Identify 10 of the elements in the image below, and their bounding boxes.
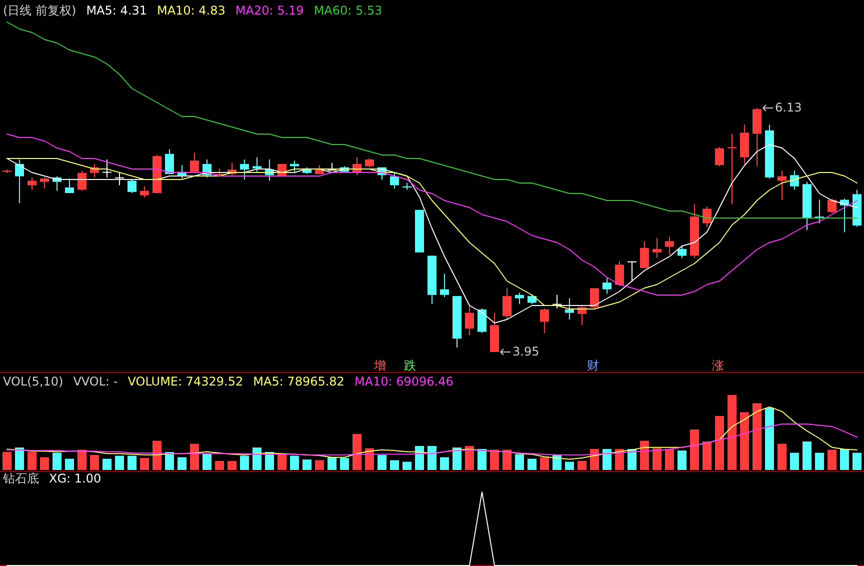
annotation: 增	[374, 358, 386, 372]
title: VOL(5,10)	[3, 374, 64, 388]
annotation: 财	[587, 358, 599, 372]
title: 钻石底	[3, 471, 39, 486]
annotation: 3.95	[512, 344, 540, 358]
title: (日线 前复权)	[3, 3, 76, 18]
annotation: 涨	[712, 358, 724, 372]
subtitle: VVOL: -	[73, 374, 118, 388]
annotation: 跌	[404, 358, 416, 372]
annotation: 6.13	[775, 100, 802, 114]
